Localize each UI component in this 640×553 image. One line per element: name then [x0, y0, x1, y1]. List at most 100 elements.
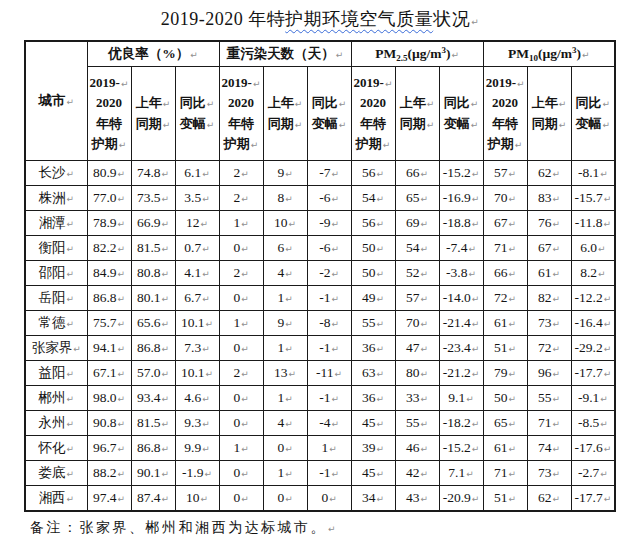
paragraph-mark: ↵	[162, 494, 170, 504]
paragraph-mark: ↵	[509, 194, 517, 204]
paragraph-mark: ↵	[385, 79, 393, 89]
col-subheader-prev-year: 上年↵同期↵	[395, 67, 439, 161]
value-cell: 2↵	[219, 161, 263, 186]
paragraph-mark: ↵	[202, 269, 210, 279]
paragraph-mark: ↵	[421, 319, 429, 329]
paragraph-mark: ↵	[66, 319, 74, 329]
paragraph-mark: ↵	[118, 369, 126, 379]
paragraph-mark: ↵	[66, 469, 74, 479]
paragraph-mark: ↵	[200, 219, 208, 229]
paragraph-mark: ↵	[118, 494, 126, 504]
col-group-label: PM	[375, 46, 396, 61]
paragraph-mark: ↵	[162, 194, 170, 204]
paragraph-mark: ↵	[162, 444, 170, 454]
paragraph-mark: ↵	[509, 219, 517, 229]
city-cell: 郴州↵	[25, 386, 87, 411]
paragraph-mark: ↵	[202, 444, 210, 454]
paragraph-mark: ↵	[162, 469, 170, 479]
paragraph-mark: ↵	[553, 294, 561, 304]
paragraph-mark: ↵	[553, 169, 561, 179]
value-cell: 62↵	[527, 486, 571, 512]
value-cell: 57↵	[395, 286, 439, 311]
paragraph-mark: ↵	[162, 369, 170, 379]
value-cell: 57.0↵	[131, 361, 175, 386]
value-cell: 46↵	[395, 436, 439, 461]
table-row: 长沙↵80.9↵74.8↵6.1↵2↵9↵-7↵56↵66↵-15.2↵57↵6…	[25, 161, 615, 186]
paragraph-mark: ↵	[421, 394, 429, 404]
paragraph-mark: ↵	[331, 344, 339, 354]
subheader-line: 护期↵	[484, 134, 527, 154]
paragraph-mark: ↵	[285, 244, 293, 254]
subheader-line: 2020	[88, 93, 131, 113]
paragraph-mark: ↵	[118, 269, 126, 279]
paragraph-mark: ↵	[241, 494, 249, 504]
value-cell: 1↵	[263, 286, 307, 311]
value-cell: 2↵	[219, 261, 263, 286]
paragraph-mark: ↵	[553, 194, 561, 204]
table-row: 湘西↵97.4↵87.4↵10↵0↵0↵0↵34↵43↵-20.9↵51↵62↵…	[25, 486, 615, 512]
paragraph-mark: ↵	[285, 194, 293, 204]
value-cell: 75.7↵	[87, 311, 131, 336]
col-subheader-prev-year: 上年↵同期↵	[527, 67, 571, 161]
col-group-heavy-pollution-days: 重污染天数（天）↵	[219, 41, 351, 67]
paragraph-mark: ↵	[468, 244, 476, 254]
paragraph-mark: ↵	[241, 444, 249, 454]
value-cell: 73↵	[527, 311, 571, 336]
value-cell: 1↵	[219, 211, 263, 236]
value-cell: 79↵	[483, 361, 527, 386]
paragraph-mark: ↵	[377, 194, 385, 204]
paragraph-mark: ↵	[515, 140, 523, 150]
table-header: 城市↵ 优良率（%）↵ 重污染天数（天）↵ PM2.5(µg/m3)↵ PM10…	[25, 41, 615, 161]
footnote-text: 备注：张家界、郴州和湘西为达标城市。	[30, 520, 327, 535]
value-cell: 84.9↵	[87, 261, 131, 286]
paragraph-mark: ↵	[118, 469, 126, 479]
value-cell: 74↵	[527, 436, 571, 461]
paragraph-mark: ↵	[471, 120, 479, 130]
value-cell: 56↵	[351, 161, 395, 186]
subheader-line: 变幅↵	[440, 114, 483, 134]
paragraph-mark: ↵	[331, 244, 339, 254]
paragraph-mark: ↵	[427, 120, 435, 130]
value-cell: 13↵	[263, 361, 307, 386]
paragraph-mark: ↵	[289, 369, 297, 379]
paragraph-mark: ↵	[377, 394, 385, 404]
value-cell: 63↵	[351, 361, 395, 386]
table-row: 常德↵75.7↵65.6↵10.1↵1↵9↵-8↵55↵70↵-21.4↵61↵…	[25, 311, 615, 336]
value-cell: 51↵	[483, 336, 527, 361]
value-cell: 4↵	[263, 261, 307, 286]
paragraph-mark: ↵	[118, 444, 126, 454]
paragraph-mark: ↵	[162, 219, 170, 229]
paragraph-mark: ↵	[202, 294, 210, 304]
paragraph-mark: ↵	[553, 394, 561, 404]
paragraph-mark: ↵	[241, 294, 249, 304]
paragraph-mark: ↵	[604, 294, 612, 304]
pm10-subscript: 10	[529, 53, 538, 63]
paragraph-mark: ↵	[331, 269, 339, 279]
value-cell: 90.1↵	[131, 461, 175, 486]
header-sub-row: 2019-↵2020年特护期↵上年↵同期↵同比↵变幅↵2019-↵2020年特护…	[25, 67, 615, 161]
value-cell: 8.2↵	[571, 261, 615, 286]
paragraph-mark: ↵	[582, 50, 590, 60]
value-cell: 0↵	[307, 486, 351, 512]
paragraph-mark: ↵	[472, 419, 480, 429]
value-cell: 45↵	[351, 461, 395, 486]
paragraph-mark: ↵	[377, 469, 385, 479]
paragraph-mark: ↵	[336, 50, 344, 60]
value-cell: 0↵	[219, 486, 263, 512]
paragraph-mark: ↵	[377, 369, 385, 379]
value-cell: 94.1↵	[87, 336, 131, 361]
paragraph-mark: ↵	[241, 244, 249, 254]
paragraph-mark: ↵	[553, 444, 561, 454]
paragraph-mark: ↵	[553, 419, 561, 429]
title-text-plain: 状况	[433, 9, 470, 29]
subheader-line: 2020	[484, 93, 527, 113]
value-cell: 93.4↵	[131, 386, 175, 411]
subheader-line: 年特	[484, 114, 527, 134]
paragraph-mark: ↵	[472, 294, 480, 304]
value-cell: 1↵	[219, 436, 263, 461]
table-row: 永州↵90.8↵81.5↵9.3↵0↵4↵-4↵45↵55↵-18.2↵65↵7…	[25, 411, 615, 436]
table-row: 邵阳↵84.9↵80.8↵4.1↵2↵4↵-2↵50↵52↵-3.8↵66↵61…	[25, 261, 615, 286]
paragraph-mark: ↵	[241, 194, 249, 204]
value-cell: -6↵	[307, 236, 351, 261]
paragraph-mark: ↵	[553, 219, 561, 229]
